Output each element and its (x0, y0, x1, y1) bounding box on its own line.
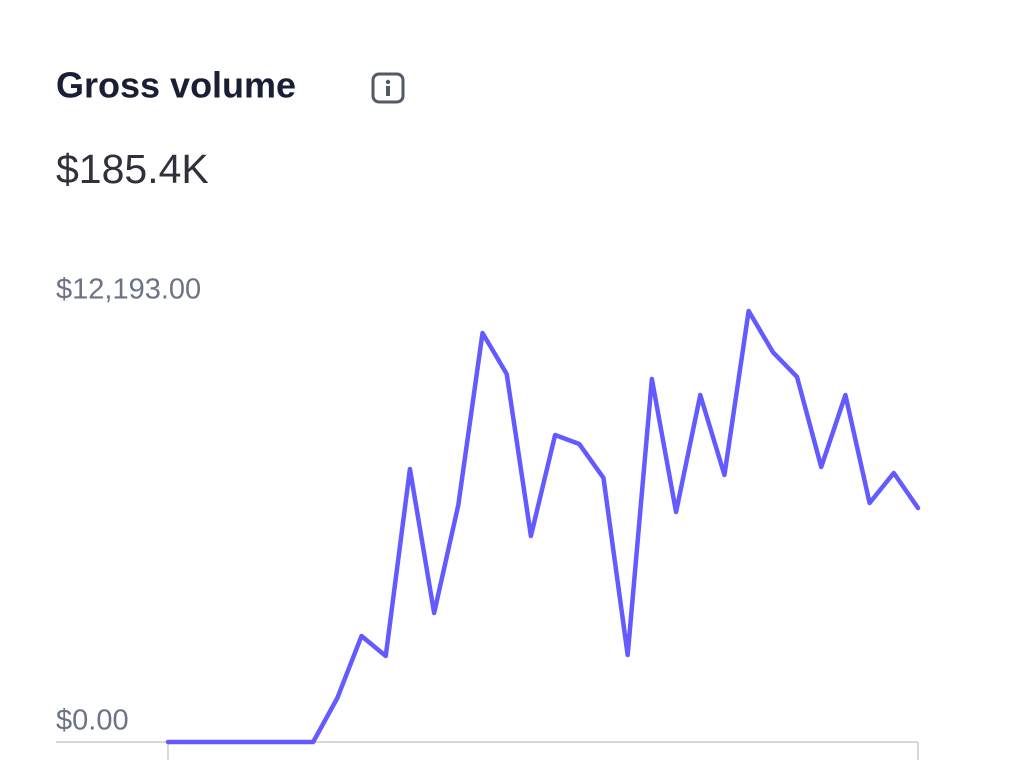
volume-line (165, 308, 921, 745)
total-value: $185.4K (56, 146, 209, 192)
y-tick-label: $0.00 (56, 705, 129, 737)
card-title: Gross volume (56, 65, 296, 106)
info-icon[interactable] (371, 72, 405, 104)
y-tick-label: $12,193.00 (56, 274, 201, 306)
